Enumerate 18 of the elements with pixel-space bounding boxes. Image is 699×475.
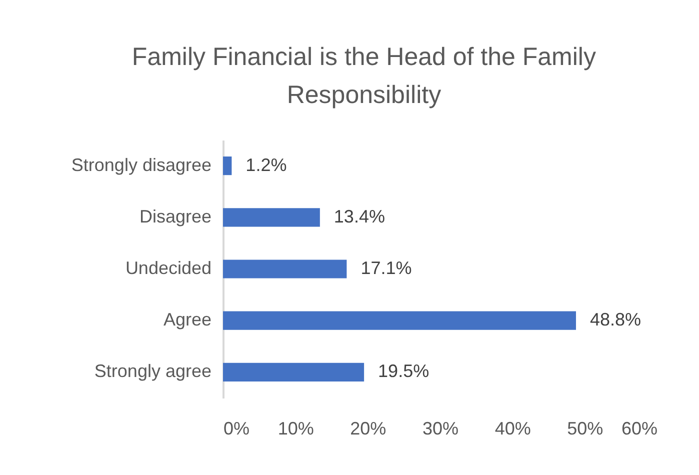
y-tick-label: Agree bbox=[163, 310, 212, 330]
data-label: 1.2% bbox=[246, 154, 287, 175]
data-label: 13.4% bbox=[334, 206, 385, 226]
chart-title: Family Financial is the Head of the Family Responsibility bbox=[132, 43, 596, 109]
data-label: 17.1% bbox=[360, 258, 412, 278]
y-tick-label: Disagree bbox=[139, 206, 212, 226]
x-tick-label: 10% bbox=[278, 418, 314, 438]
data-label: 48.8% bbox=[590, 310, 642, 330]
x-tick-label: 60% bbox=[621, 418, 658, 438]
y-tick-label: Undecided bbox=[125, 258, 212, 278]
y-tick-label: Strongly disagree bbox=[71, 154, 212, 175]
x-tick-label: 20% bbox=[350, 418, 386, 438]
x-tick-label: 30% bbox=[422, 418, 459, 438]
x-tick-label: 0% bbox=[224, 418, 250, 438]
y-tick-label: Strongly agree bbox=[94, 361, 212, 382]
data-label: 19.5% bbox=[378, 361, 430, 382]
x-tick-label: 40% bbox=[494, 418, 531, 438]
x-tick-label: 50% bbox=[567, 418, 604, 438]
